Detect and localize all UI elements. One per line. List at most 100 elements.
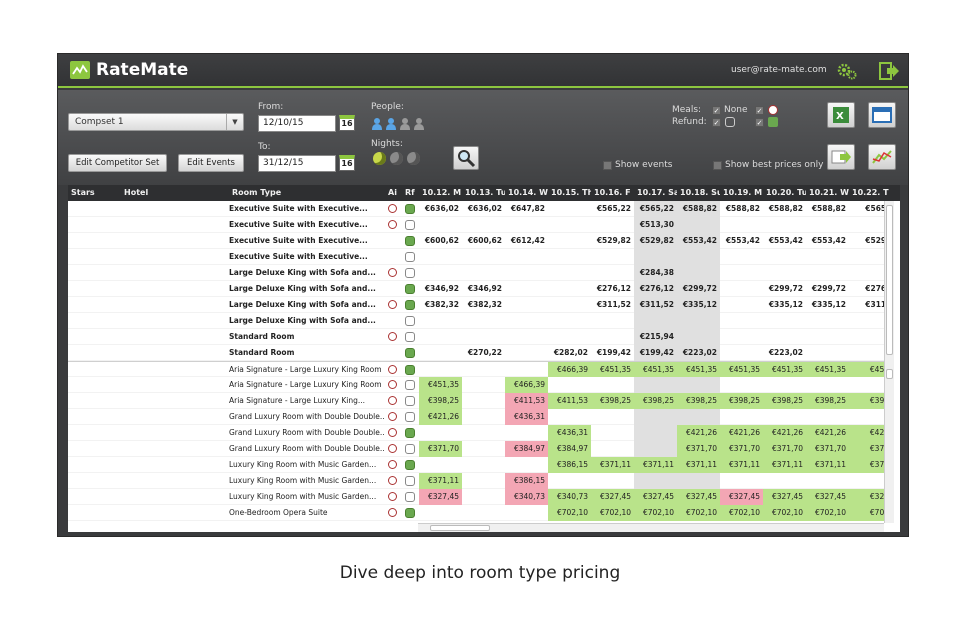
edit-competitor-set-button[interactable]: Edit Competitor Set: [68, 154, 167, 172]
price-cell[interactable]: [634, 441, 677, 457]
price-cell[interactable]: [763, 265, 806, 281]
price-cell[interactable]: [720, 249, 763, 265]
price-cell[interactable]: €327,45: [763, 489, 806, 505]
price-cell[interactable]: [548, 217, 591, 233]
price-cell[interactable]: €346,92: [467, 284, 502, 293]
price-cell[interactable]: €529,82: [634, 233, 677, 249]
price-cell[interactable]: €600,62: [467, 236, 502, 245]
price-cell[interactable]: €371,70: [763, 441, 806, 457]
price-cell[interactable]: €299,72: [768, 284, 803, 293]
price-cell[interactable]: €270,22: [467, 348, 502, 357]
price-cell[interactable]: [634, 473, 677, 489]
price-cell[interactable]: €276,12: [596, 284, 631, 293]
table-row[interactable]: Standard Room €270,22 €282,02 €199,42 €199,4…: [68, 345, 884, 361]
table-row[interactable]: Executive Suite with Executive... €636,02…: [68, 201, 889, 217]
night-moon-icon[interactable]: [407, 152, 420, 165]
price-cell[interactable]: €327,45: [591, 489, 634, 505]
price-cell[interactable]: €340,73: [548, 489, 591, 505]
table-row[interactable]: Executive Suite with Executive...: [68, 249, 884, 265]
price-cell[interactable]: [677, 249, 720, 265]
price-cell[interactable]: [677, 409, 720, 425]
price-cell[interactable]: €299,72: [811, 284, 846, 293]
col-header-date[interactable]: 10.20. Tu: [766, 188, 806, 197]
price-cell[interactable]: €553,42: [768, 236, 803, 245]
price-cell[interactable]: €466,39: [548, 362, 591, 378]
price-cell[interactable]: [806, 249, 849, 265]
price-cell[interactable]: [505, 425, 548, 441]
price-cell[interactable]: [548, 473, 591, 489]
price-cell[interactable]: [763, 377, 806, 393]
price-cell[interactable]: €382,32: [467, 300, 502, 309]
price-cell[interactable]: [591, 265, 634, 281]
price-cell[interactable]: [720, 265, 763, 281]
price-cell[interactable]: €371,70: [720, 441, 763, 457]
price-cell[interactable]: €311,: [865, 300, 889, 309]
price-cell[interactable]: [548, 233, 591, 249]
price-cell[interactable]: [720, 297, 763, 313]
price-cell[interactable]: €311,52: [596, 300, 631, 309]
price-cell[interactable]: €384,97: [548, 441, 591, 457]
price-cell[interactable]: €327: [849, 489, 892, 505]
scroll-thumb[interactable]: [886, 369, 893, 379]
col-header-date[interactable]: 10.22. T: [852, 188, 889, 197]
price-cell[interactable]: €335,12: [811, 300, 846, 309]
price-cell[interactable]: €398,25: [677, 393, 720, 409]
user-email[interactable]: user@rate-mate.com: [731, 65, 827, 75]
price-cell[interactable]: [720, 329, 763, 345]
horizontal-scrollbar[interactable]: [418, 523, 884, 532]
price-cell[interactable]: [548, 201, 591, 217]
price-cell[interactable]: [548, 281, 591, 297]
price-cell[interactable]: €436,31: [505, 409, 548, 425]
col-header-rf[interactable]: Rf: [405, 188, 415, 197]
price-cell[interactable]: €371,11: [677, 457, 720, 473]
price-cell[interactable]: [591, 425, 634, 441]
share-button[interactable]: [827, 144, 855, 170]
person-icon[interactable]: [399, 116, 411, 130]
price-cell[interactable]: [462, 265, 505, 281]
table-row[interactable]: Luxury King Room with Music Garden... €32…: [68, 489, 892, 505]
export-excel-button[interactable]: X: [827, 102, 855, 128]
price-cell[interactable]: [720, 473, 763, 489]
price-cell[interactable]: [591, 249, 634, 265]
price-cell[interactable]: [806, 313, 849, 329]
price-cell[interactable]: [720, 345, 763, 361]
table-row[interactable]: Luxury King Room with Music Garden... €37…: [68, 473, 884, 489]
table-row[interactable]: Large Deluxe King with Sofa and... €284,3…: [68, 265, 884, 281]
table-row[interactable]: One-Bedroom Opera Suite €702,10 €702,10 €70…: [68, 505, 892, 521]
price-cell[interactable]: [462, 249, 505, 265]
table-row[interactable]: Executive Suite with Executive... €513,30: [68, 217, 884, 233]
price-cell[interactable]: €327,45: [677, 489, 720, 505]
price-cell[interactable]: €371,70: [806, 441, 849, 457]
price-cell[interactable]: [505, 265, 548, 281]
price-cell[interactable]: [548, 313, 591, 329]
price-cell[interactable]: €702: [849, 505, 892, 521]
chevron-down-icon[interactable]: ▼: [226, 114, 243, 130]
price-cell[interactable]: €284,38: [634, 265, 677, 281]
price-cell[interactable]: [806, 473, 849, 489]
price-cell[interactable]: [548, 377, 591, 393]
price-cell[interactable]: €398,25: [634, 393, 677, 409]
scroll-thumb[interactable]: [886, 205, 893, 355]
table-row[interactable]: Large Deluxe King with Sofa and... €382,3…: [68, 297, 889, 313]
price-cell[interactable]: [462, 473, 505, 489]
price-cell[interactable]: [591, 409, 634, 425]
price-cell[interactable]: [806, 409, 849, 425]
edit-events-button[interactable]: Edit Events: [178, 154, 244, 172]
price-cell[interactable]: €311,52: [634, 297, 677, 313]
to-date-input[interactable]: 31/12/15: [258, 155, 336, 172]
price-cell[interactable]: €398,25: [720, 393, 763, 409]
price-cell[interactable]: [763, 473, 806, 489]
price-cell[interactable]: [505, 281, 548, 297]
price-cell[interactable]: [419, 457, 462, 473]
price-cell[interactable]: €466,39: [505, 377, 548, 393]
price-cell[interactable]: [419, 505, 462, 521]
price-cell[interactable]: [548, 329, 591, 345]
price-cell[interactable]: [505, 362, 548, 378]
price-cell[interactable]: €702,10: [591, 505, 634, 521]
price-cell[interactable]: [763, 409, 806, 425]
table-row[interactable]: Large Deluxe King with Sofa and...: [68, 313, 884, 329]
horizontal-scroll-thumb[interactable]: [430, 525, 490, 531]
price-cell[interactable]: [634, 313, 677, 329]
price-cell[interactable]: €513,30: [634, 217, 677, 233]
price-cell[interactable]: €276,12: [634, 281, 677, 297]
